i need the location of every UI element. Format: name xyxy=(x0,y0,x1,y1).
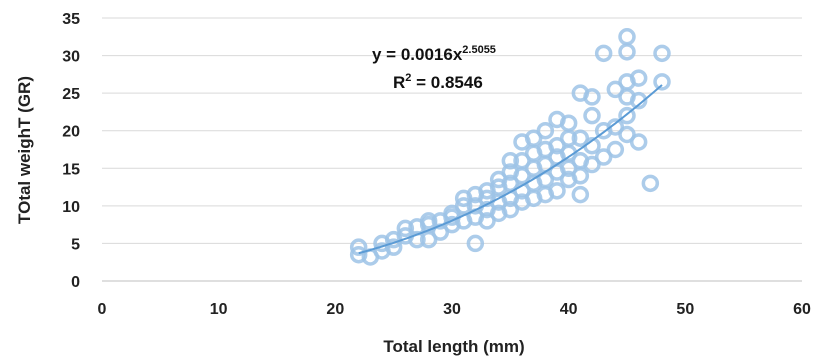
data-point xyxy=(559,114,578,132)
data-point xyxy=(571,129,590,147)
data-point xyxy=(641,174,660,193)
data-point xyxy=(629,69,648,87)
y-tick-labels: 0 5 10 15 20 25 30 35 xyxy=(62,11,80,291)
y-tick-label: 35 xyxy=(62,11,80,28)
data-point xyxy=(583,88,601,106)
x-tick-label: 10 xyxy=(210,301,228,318)
x-tick-label: 30 xyxy=(443,301,461,318)
data-point xyxy=(513,152,531,170)
y-tick-label: 15 xyxy=(62,161,80,178)
data-point xyxy=(653,73,671,91)
x-tick-label: 20 xyxy=(326,301,344,318)
y-tick-label: 25 xyxy=(62,86,80,103)
r-squared-label: R2 = 0.8546 xyxy=(393,72,483,92)
data-point xyxy=(384,238,403,256)
data-points xyxy=(349,28,671,266)
trendline-equation: y = 0.0016x2.5055 xyxy=(372,44,496,64)
x-tick-labels: 0 10 20 30 40 50 60 xyxy=(98,301,811,318)
data-point xyxy=(618,28,636,46)
data-point xyxy=(548,182,566,200)
data-point xyxy=(629,133,648,151)
data-point xyxy=(396,219,415,238)
data-point xyxy=(618,43,636,61)
y-tick-label: 20 xyxy=(62,124,80,141)
data-point xyxy=(583,155,601,174)
data-point xyxy=(501,174,520,193)
data-point xyxy=(501,152,520,170)
data-point xyxy=(466,234,485,253)
data-point xyxy=(594,44,613,63)
x-tick-label: 40 xyxy=(560,301,578,318)
x-tick-label: 50 xyxy=(676,301,694,318)
data-point xyxy=(571,185,590,204)
data-point xyxy=(606,140,625,159)
y-tick-label: 0 xyxy=(71,274,80,291)
x-axis-title: Total length (mm) xyxy=(383,337,524,356)
data-point xyxy=(594,148,613,166)
y-tick-label: 5 xyxy=(71,236,80,253)
data-point xyxy=(653,44,671,63)
data-point xyxy=(478,212,496,230)
data-point xyxy=(606,118,625,136)
data-point xyxy=(618,125,636,144)
x-tick-label: 60 xyxy=(793,301,811,318)
data-point xyxy=(524,129,543,147)
y-tick-label: 10 xyxy=(62,199,80,216)
y-axis-title: TOtal weighT (GR) xyxy=(15,76,34,224)
gridlines xyxy=(102,17,802,244)
data-point xyxy=(501,200,520,219)
data-point xyxy=(454,197,473,215)
data-point xyxy=(618,106,636,125)
data-point xyxy=(349,245,368,264)
trendline xyxy=(358,84,663,255)
data-point xyxy=(349,238,368,256)
x-tick-label: 0 xyxy=(98,301,107,318)
data-point xyxy=(548,136,566,155)
data-point xyxy=(629,91,648,110)
data-point xyxy=(606,80,625,99)
y-tick-label: 30 xyxy=(62,49,80,66)
data-point xyxy=(536,121,555,140)
data-point xyxy=(583,106,601,125)
